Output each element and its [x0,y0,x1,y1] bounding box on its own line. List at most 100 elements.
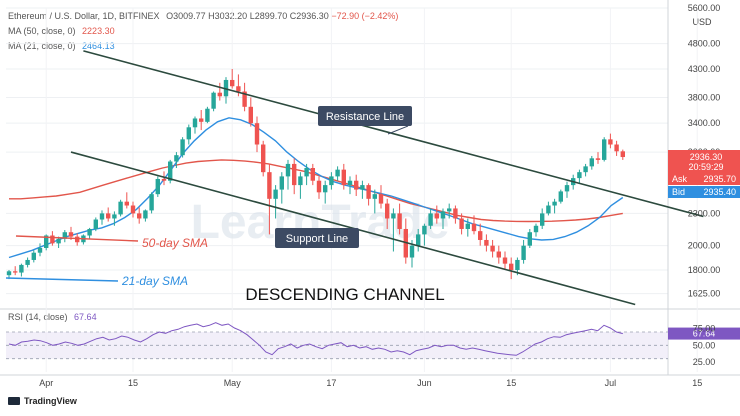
candle-body [564,185,570,192]
sma50-pointer [15,235,139,242]
resistance-callout-box [318,106,412,126]
candle-body [68,232,74,237]
price-tick-label: 3400.00 [688,118,721,128]
candle-body [292,163,297,186]
candle-body [143,210,148,219]
candle-body [279,176,284,190]
rsi-legend: RSI (14, close) 67.64 [8,312,97,322]
support-line-callout: Support Line [275,228,359,248]
candle-body [112,214,117,219]
sma21-text: 21-day SMA [121,274,188,288]
bid-label: Bid [672,187,685,197]
candle-body [19,264,24,273]
resistance-line-callout: Resistance Line [318,106,412,135]
candle-body [577,172,582,179]
high-value: H3032.20 [208,11,248,21]
time-tick-label: Apr [39,378,53,388]
candle-body [205,108,210,122]
candle-body [360,185,365,190]
candle-body [533,225,539,233]
candle-body [540,213,545,226]
last-price: 2936.30 [690,152,723,162]
support-callout-text: Support Line [286,233,348,245]
candle-body [106,213,111,219]
candle-body [416,234,421,246]
candle-body [391,213,396,219]
rsi-value: 67.64 [74,312,97,322]
bar-countdown: 20:59:29 [688,162,723,172]
rsi-line [8,322,623,356]
candle-body [254,123,260,145]
ma50-label: MA (50, close, 0) [8,26,76,36]
candle-body [124,201,129,206]
candle-body [174,155,179,162]
ma21-value: 2464.13 [82,41,115,51]
candle-body [6,271,12,276]
candle-body [118,201,123,215]
candle-body [267,172,272,199]
resistance-callout-text: Resistance Line [326,111,404,123]
ask-value: 2935.70 [703,174,736,184]
candle-body [87,228,92,236]
candle-body [186,127,191,140]
bid-tag: Bid 2935.40 [668,186,740,198]
price-tick-label: 2000.00 [688,241,721,251]
candle-body [273,189,278,199]
candle-body [223,79,229,97]
price-tick-label: 5600.00 [688,3,721,13]
candle-body [56,238,61,244]
candle-body [347,180,353,186]
candle-body [459,218,464,229]
candle-body [595,158,601,160]
price-tick-label: 4300.00 [688,64,721,74]
ma50-legend: MA (50, close, 0) 2223.30 [8,26,115,36]
sma50-text: 50-day SMA [142,236,208,250]
time-tick-label: 15 [128,378,138,388]
candle-body [422,225,427,235]
candle-body [447,208,452,212]
candle-body [589,158,594,167]
candle-body [366,185,371,199]
candle-body [378,194,384,204]
rsi-value-tag-text: 67.64 [693,329,716,339]
bid-box [668,186,740,198]
candle-body [484,239,489,246]
candle-body [316,180,322,193]
candle-body [192,118,198,128]
candle-body [453,208,458,219]
candle-body [496,251,501,258]
tradingview-logo[interactable]: TradingView [8,396,77,406]
ma21-legend: MA (21, close, 0) 2464.13 [8,41,115,51]
candle-body [465,223,470,229]
candle-body [620,151,625,158]
candle-body [93,219,98,229]
candle-body [62,232,67,239]
candle-body [521,245,526,260]
rsi-tick-label: 75.00 [693,324,716,334]
candle-body [527,232,532,246]
last-price-box [668,150,740,173]
price-tick-label: 1800.00 [688,265,721,275]
time-tick-label: May [224,378,242,388]
candle-body [428,213,433,226]
candle-body [13,271,18,273]
candle-body [298,176,303,186]
candle-body [329,176,334,186]
bid-value: 2935.40 [703,187,736,197]
open-value: O3009.77 [166,11,206,21]
time-tick-label: 17 [326,378,336,388]
resistance-pointer [387,125,409,135]
ma21-line [8,117,624,259]
sma21-pointer [5,277,119,282]
candle-body [242,91,247,107]
rsi-label: RSI (14, close) [8,312,68,322]
candle-body [168,161,173,181]
time-tick-label: 15 [692,378,702,388]
rsi-tick-label: 50.00 [693,340,716,350]
candle-body [341,169,346,186]
time-tick-label: 15 [506,378,516,388]
candle-body [261,144,266,173]
candle-body [515,259,520,270]
